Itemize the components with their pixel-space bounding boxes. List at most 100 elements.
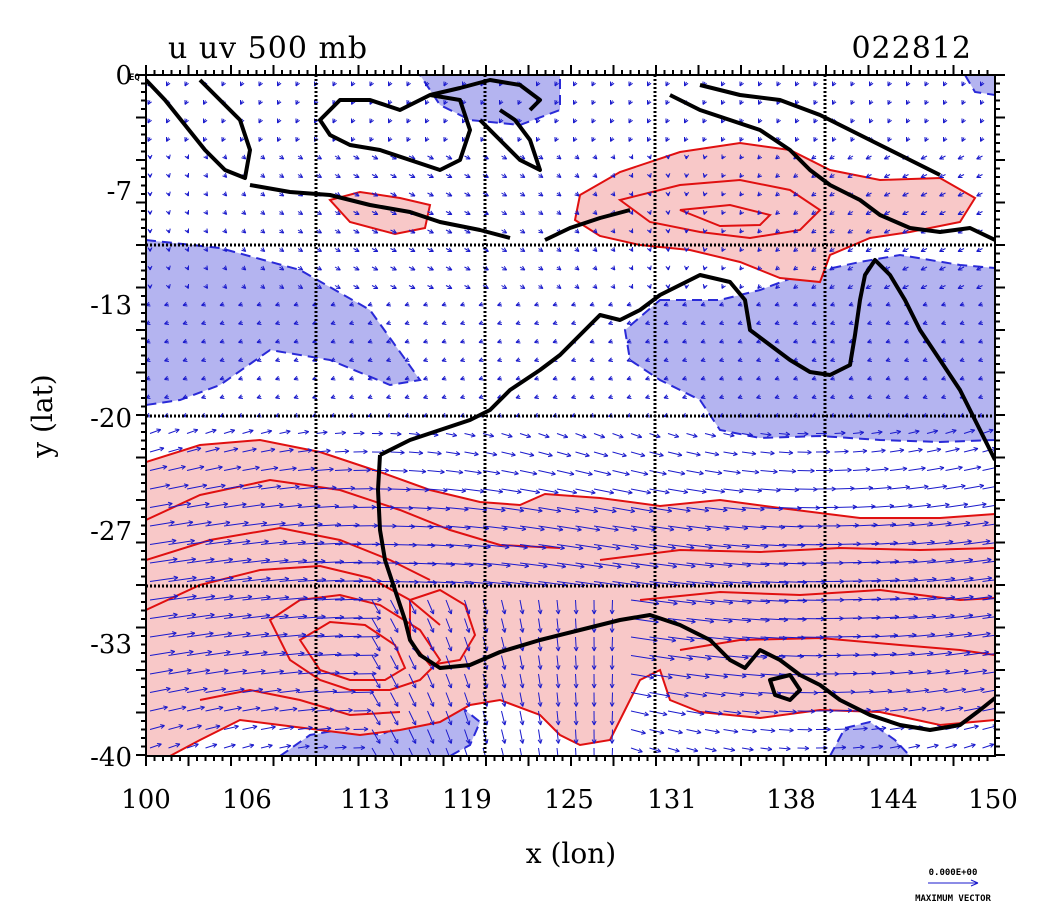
wind-vector — [168, 725, 184, 730]
wind-vector — [556, 525, 582, 531]
wind-vector — [501, 710, 506, 726]
wind-vector — [649, 636, 676, 642]
wind-vector-head — [519, 646, 525, 652]
wind-vector-head — [262, 520, 268, 526]
wind-vector-head — [298, 228, 304, 234]
wind-vector — [889, 708, 908, 712]
wind-vector-head — [534, 375, 540, 381]
wind-vector-head — [674, 433, 680, 439]
wind-vector-head — [739, 81, 744, 87]
wind-vector-head — [388, 118, 393, 124]
wind-vector-head — [165, 210, 171, 215]
wind-vector-head — [147, 228, 153, 234]
wind-vector — [760, 470, 778, 473]
wind-vector-head — [184, 154, 190, 160]
wind-vector-head — [610, 284, 616, 289]
wind-vector-head — [367, 301, 373, 307]
wind-vector — [963, 595, 993, 601]
wind-vector-head — [976, 173, 982, 178]
wind-vector — [297, 745, 310, 749]
wind-vector-head — [714, 451, 720, 457]
wind-vector-head — [556, 173, 562, 178]
wind-vector-head — [976, 266, 982, 271]
wind-vector-head — [592, 265, 598, 271]
wind-vector-head — [256, 375, 262, 381]
wind-vector — [686, 544, 713, 549]
wind-vector-head — [331, 485, 337, 491]
wind-vector-head — [632, 526, 638, 532]
wind-vector — [649, 673, 673, 679]
wind-vector-head — [793, 210, 799, 215]
wind-vector-head — [391, 192, 397, 197]
wind-vector — [501, 451, 516, 456]
wind-vector — [297, 634, 325, 638]
wind-vector-head — [584, 452, 590, 458]
wind-vector — [186, 466, 205, 471]
wind-vector-head — [869, 689, 874, 695]
wind-vector-head — [366, 708, 372, 714]
wind-vector-head — [165, 228, 171, 234]
wind-vector-head — [279, 173, 285, 178]
wind-vectors — [146, 81, 995, 756]
wind-vector-head — [219, 357, 225, 362]
wind-vector-head — [260, 173, 266, 178]
wind-vector — [593, 451, 609, 457]
wind-vector-head — [492, 451, 498, 457]
wind-vector-head — [609, 720, 615, 726]
wind-vector — [168, 558, 196, 564]
wind-vector-head — [748, 746, 754, 752]
wind-vector — [260, 744, 273, 749]
wind-vector — [408, 562, 437, 565]
wind-vector-head — [563, 433, 569, 439]
y-tick-label: -40 — [90, 743, 132, 773]
wind-vector-head — [406, 81, 411, 87]
wind-vector-head — [721, 265, 726, 271]
wind-vector-head — [976, 155, 982, 160]
wind-vector-head — [811, 210, 817, 215]
wind-vector — [334, 487, 355, 490]
wind-vector — [945, 744, 958, 749]
wind-vector — [686, 581, 715, 586]
wind-vector — [649, 488, 670, 494]
wind-vector — [556, 544, 584, 549]
wind-vector-head — [775, 173, 781, 178]
wind-vector-head — [367, 375, 373, 381]
wind-vector-head — [924, 100, 929, 105]
wind-vector-head — [241, 502, 247, 508]
wind-vector — [889, 467, 908, 471]
wind-vector — [908, 430, 920, 434]
wind-vector-head — [626, 375, 632, 381]
wind-vector — [556, 451, 572, 457]
wind-vector-head — [963, 668, 969, 674]
wind-vector-head — [628, 137, 633, 142]
wind-vector-head — [979, 687, 985, 693]
wind-vector-head — [465, 609, 471, 615]
vector-legend-value: 0.000E+00 — [929, 868, 978, 878]
wind-vector — [852, 431, 864, 434]
wind-vector-head — [665, 210, 671, 215]
wind-vector-head — [222, 284, 228, 289]
wind-vector — [297, 468, 316, 471]
wind-vector-head — [425, 100, 430, 105]
wind-vector-head — [191, 612, 197, 618]
wind-vector-head — [941, 375, 947, 381]
wind-vector — [945, 707, 964, 712]
wind-vector — [223, 670, 247, 675]
wind-vector-head — [312, 357, 318, 362]
wind-vector — [408, 488, 429, 491]
wind-vector — [593, 562, 622, 568]
wind-vector-head — [848, 394, 854, 399]
wind-vector-head — [275, 338, 281, 344]
wind-vector-head — [647, 100, 652, 105]
wind-vector-head — [684, 154, 690, 160]
wind-vector-head — [807, 727, 813, 733]
wind-vector — [242, 596, 271, 601]
wind-vector-head — [241, 228, 247, 234]
wind-vector — [242, 485, 263, 490]
wind-vector — [538, 673, 542, 689]
wind-vector — [889, 745, 902, 749]
wind-vector-head — [354, 192, 360, 197]
wind-vector-head — [376, 702, 381, 707]
wind-vector-head — [349, 320, 355, 325]
wind-vector-head — [940, 706, 945, 712]
